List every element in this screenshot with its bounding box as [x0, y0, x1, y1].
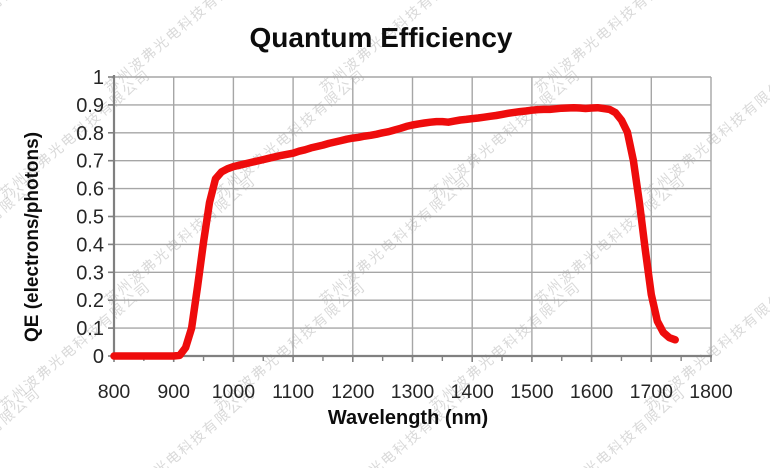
- x-axis-title: Wavelength (nm): [327, 407, 489, 429]
- x-tick-label: 1500: [510, 381, 554, 403]
- x-tick-label: 1800: [689, 381, 733, 403]
- x-tick-label: 1400: [451, 381, 495, 403]
- y-tick-label: 0.9: [76, 95, 104, 117]
- chart-title: Quantum Efficiency: [249, 22, 513, 53]
- y-tick-label: 0: [93, 346, 104, 368]
- x-tick-label: 1100: [272, 381, 314, 403]
- y-tick-label: 1: [93, 67, 104, 89]
- y-tick-label: 0.7: [76, 151, 104, 173]
- x-tick-label: 1200: [331, 381, 375, 403]
- x-tick-label: 1600: [570, 381, 614, 403]
- y-tick-label: 0.6: [76, 179, 104, 201]
- x-tick-label: 1000: [212, 381, 256, 403]
- qe-curve: [110, 103, 679, 360]
- y-tick-label: 0.2: [76, 290, 104, 312]
- y-tick-label: 0.5: [76, 207, 104, 229]
- y-tick-label: 0.1: [76, 318, 104, 340]
- y-axis-title: QE (electrons/photons): [22, 131, 43, 343]
- y-tick-label: 0.4: [76, 234, 104, 256]
- y-tick-label: 0.3: [76, 262, 104, 284]
- x-tick-label: 800: [98, 381, 131, 403]
- x-tick-label: 900: [157, 381, 190, 403]
- y-tick-label: 0.8: [76, 123, 104, 145]
- x-tick-label: 1700: [630, 381, 674, 403]
- x-tick-label: 1300: [391, 381, 435, 403]
